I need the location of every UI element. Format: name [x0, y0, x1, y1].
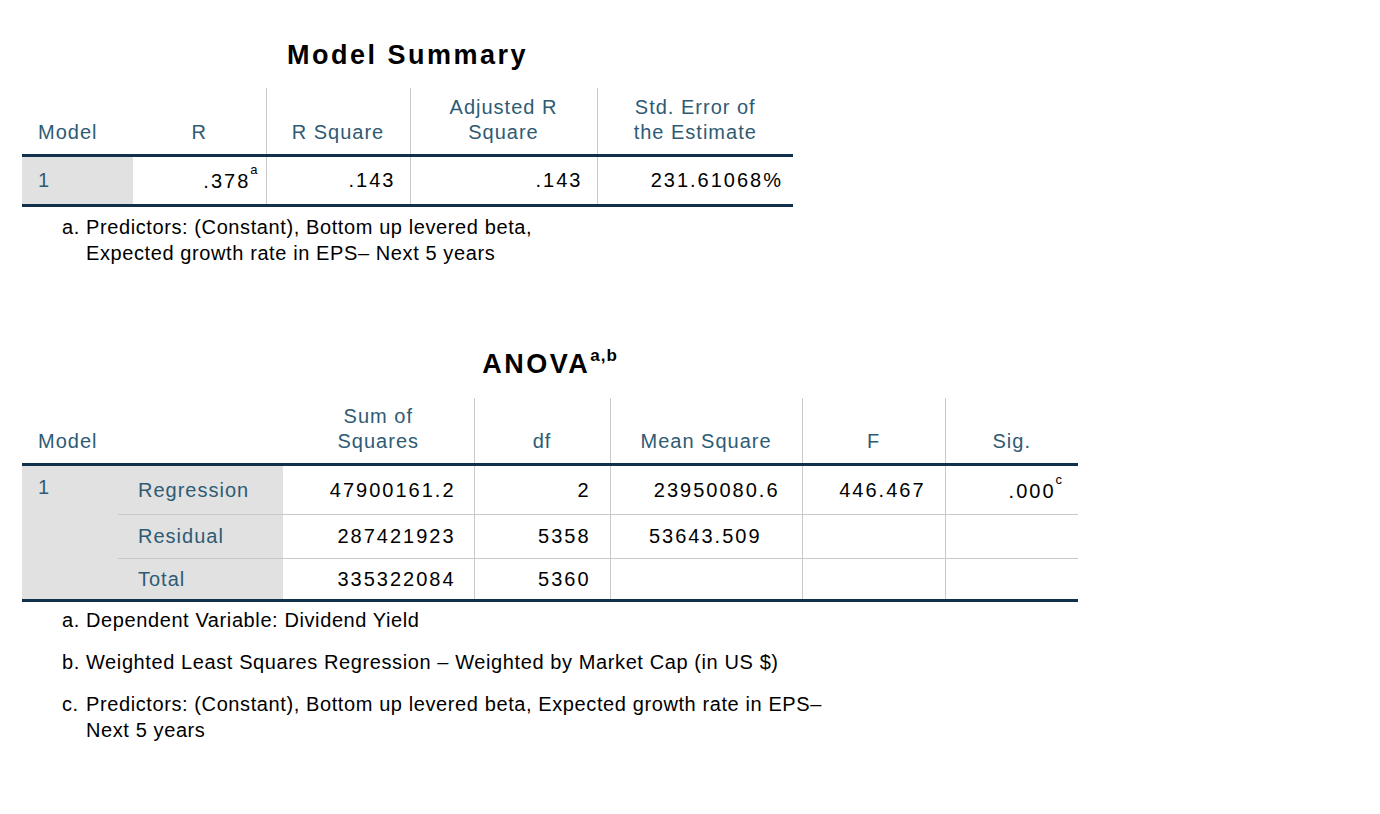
footnote-marker: c. [62, 691, 86, 743]
footnote-marker: b. [62, 649, 86, 675]
cell-sum-of-squares: 335322084 [283, 559, 474, 601]
cell-mean-square: 23950080.6 [610, 465, 802, 515]
cell-df: 5360 [474, 559, 610, 601]
footnote-text: Predictors: (Constant), Bottom up levere… [86, 691, 822, 743]
col-header-model: Model [22, 398, 283, 465]
footnote-text: Weighted Least Squares Regression – Weig… [86, 649, 779, 675]
model-summary-footnotes: a. Predictors: (Constant), Bottom up lev… [62, 214, 722, 282]
r-value: .378 [203, 169, 250, 191]
cell-row-label: Total [118, 559, 283, 601]
footnote-a: a. Predictors: (Constant), Bottom up lev… [62, 214, 722, 266]
col-header-df: df [474, 398, 610, 465]
cell-f [802, 559, 945, 601]
col-header-mean-square: Mean Square [610, 398, 802, 465]
cell-row-label: Regression [118, 465, 283, 515]
cell-r-value: .378a [133, 155, 266, 205]
model-summary-data-row: 1 .378a .143 .143 231.61068% [22, 155, 793, 205]
cell-adjusted-r-square-value: .143 [410, 155, 597, 205]
footnote-marker: a. [62, 214, 86, 266]
cell-df: 2 [474, 465, 610, 515]
cell-r-square-value: .143 [266, 155, 410, 205]
anova-row-regression: 1 Regression 47900161.2 2 23950080.6 446… [22, 465, 1078, 515]
anova-row-residual: Residual 287421923 5358 53643.509 [22, 515, 1078, 559]
anova-title-text: ANOVA [482, 349, 590, 379]
spss-output-page: Model Summary Model R R Square Adjusted … [0, 0, 1380, 814]
cell-df: 5358 [474, 515, 610, 559]
anova-header-row: Model Sum of Squares df Mean Square F Si… [22, 398, 1078, 465]
cell-f: 446.467 [802, 465, 945, 515]
anova-title-superscript: a,b [590, 346, 618, 365]
cell-row-label: Residual [118, 515, 283, 559]
footnote-text: Dependent Variable: Dividend Yield [86, 607, 420, 633]
footnote-marker: a. [62, 607, 86, 633]
cell-f [802, 515, 945, 559]
col-header-sig: Sig. [945, 398, 1078, 465]
anova-title: ANOVAa,b [22, 348, 1078, 380]
cell-mean-square [610, 559, 802, 601]
cell-mean-square: 53643.509 [610, 515, 802, 559]
col-header-adjusted-r-square: Adjusted R Square [410, 88, 597, 155]
cell-model-number: 1 [22, 155, 133, 205]
model-summary-title-text: Model Summary [287, 40, 528, 70]
col-header-r: R [133, 88, 266, 155]
footnote-a: a. Dependent Variable: Dividend Yield [62, 607, 1102, 633]
col-header-std-error: Std. Error of the Estimate [597, 88, 793, 155]
col-header-r-square: R Square [266, 88, 410, 155]
footnote-text: Predictors: (Constant), Bottom up levere… [86, 214, 532, 266]
col-header-sum-of-squares: Sum of Squares [283, 398, 474, 465]
cell-sig [945, 559, 1078, 601]
footnote-b: b. Weighted Least Squares Regression – W… [62, 649, 1102, 675]
anova-footnotes: a. Dependent Variable: Dividend Yield b.… [62, 607, 1102, 759]
cell-sum-of-squares: 287421923 [283, 515, 474, 559]
cell-sig [945, 515, 1078, 559]
footnote-c: c. Predictors: (Constant), Bottom up lev… [62, 691, 1102, 743]
r-value-superscript: a [250, 162, 257, 177]
col-header-f: F [802, 398, 945, 465]
cell-sig: .000c [945, 465, 1078, 515]
cell-model-number: 1 [22, 465, 118, 601]
model-summary-title: Model Summary [22, 40, 793, 71]
sig-value: .000 [1009, 479, 1056, 501]
anova-table: Model Sum of Squares df Mean Square F Si… [22, 398, 1078, 602]
sig-superscript: c [1056, 472, 1063, 487]
cell-sum-of-squares: 47900161.2 [283, 465, 474, 515]
anova-row-total: Total 335322084 5360 [22, 559, 1078, 601]
col-header-model: Model [22, 88, 133, 155]
model-summary-table: Model R R Square Adjusted R Square Std. … [22, 88, 793, 207]
model-summary-header-row: Model R R Square Adjusted R Square Std. … [22, 88, 793, 155]
cell-std-error-value: 231.61068% [597, 155, 793, 205]
